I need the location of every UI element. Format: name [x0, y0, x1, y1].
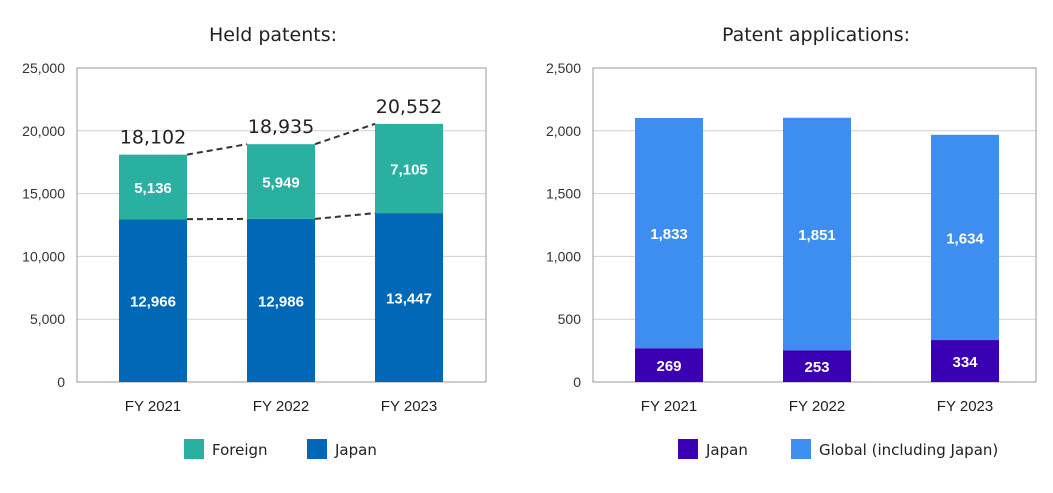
bar-japan-1: [119, 219, 187, 382]
bar-japan-3: [375, 213, 443, 382]
data-label: 1,851: [798, 227, 836, 244]
x-tick-label: FY 2022: [253, 398, 309, 415]
data-label: 13,447: [386, 291, 432, 308]
y-tick-label: 20,000: [22, 123, 65, 139]
y-tick-label: 15,000: [22, 186, 65, 202]
y-tick-label: 500: [558, 311, 582, 327]
y-tick-label: 1,000: [546, 248, 581, 264]
y-tick-label: 2,500: [546, 60, 581, 76]
y-tick-label: 5,000: [30, 311, 65, 327]
legend-swatch: [678, 439, 698, 459]
bar-foreign-2: [247, 144, 315, 219]
data-label: 7,105: [390, 161, 428, 178]
bar-japan-1: [635, 348, 703, 382]
total-label: 18,102: [120, 127, 186, 149]
bar-global-including-japan-3: [931, 134, 999, 341]
connector-japan: [314, 212, 376, 220]
bar-japan-2: [247, 218, 315, 382]
legend-swatch: [184, 439, 204, 459]
data-label: 269: [656, 358, 681, 375]
legend-label: Japan: [334, 441, 377, 459]
x-tick-label: FY 2021: [641, 398, 697, 415]
connector-total: [186, 143, 248, 156]
chart-panel-1: Held patents: 0 5,000 10,000 15,000 20,000 25,…: [22, 24, 487, 459]
bar-japan-3: [931, 340, 999, 382]
y-tick-label: 10,000: [22, 248, 65, 264]
total-label: 18,935: [248, 116, 314, 138]
legend-label: Foreign: [212, 441, 268, 459]
x-tick-label: FY 2023: [381, 398, 437, 415]
bar-japan-2: [783, 350, 851, 382]
chart-title: Held patents:: [209, 24, 337, 46]
data-label: 253: [804, 359, 829, 376]
legend-item: Global (including Japan): [791, 439, 998, 459]
y-tick-label: 1,500: [546, 186, 581, 202]
x-tick-label: FY 2022: [789, 398, 845, 415]
bar-foreign-1: [119, 154, 187, 220]
x-tick-label: FY 2023: [937, 398, 993, 415]
legend-item: Japan: [307, 439, 377, 459]
data-label: 334: [952, 354, 978, 371]
y-tick-label: 2,000: [546, 123, 581, 139]
legend-label: Global (including Japan): [819, 441, 998, 459]
y-tick-label: 25,000: [22, 60, 65, 76]
legend-swatch: [307, 439, 327, 459]
legend-item: Foreign: [184, 439, 268, 459]
bar-global-including-japan-1: [635, 117, 703, 349]
total-label: 20,552: [376, 96, 442, 118]
bar-global-including-japan-2: [783, 117, 851, 351]
legend-label: Japan: [705, 441, 748, 459]
data-label: 1,833: [650, 226, 688, 243]
y-tick-label: 0: [573, 374, 581, 390]
bar-foreign-3: [375, 123, 443, 214]
legend-swatch: [791, 439, 811, 459]
data-label: 5,136: [134, 180, 172, 197]
data-label: 5,949: [262, 175, 300, 192]
data-label: 1,634: [946, 230, 984, 247]
connector-total: [314, 122, 376, 146]
x-tick-label: FY 2021: [125, 398, 181, 415]
chart-panel-2: Patent applications: 0 500 1,000 1,500 2,000 2…: [546, 24, 1037, 459]
data-label: 12,966: [130, 294, 176, 311]
chart-title: Patent applications:: [722, 24, 910, 46]
legend-item: Japan: [678, 439, 748, 459]
y-tick-label: 0: [57, 374, 65, 390]
data-label: 12,986: [258, 293, 304, 310]
